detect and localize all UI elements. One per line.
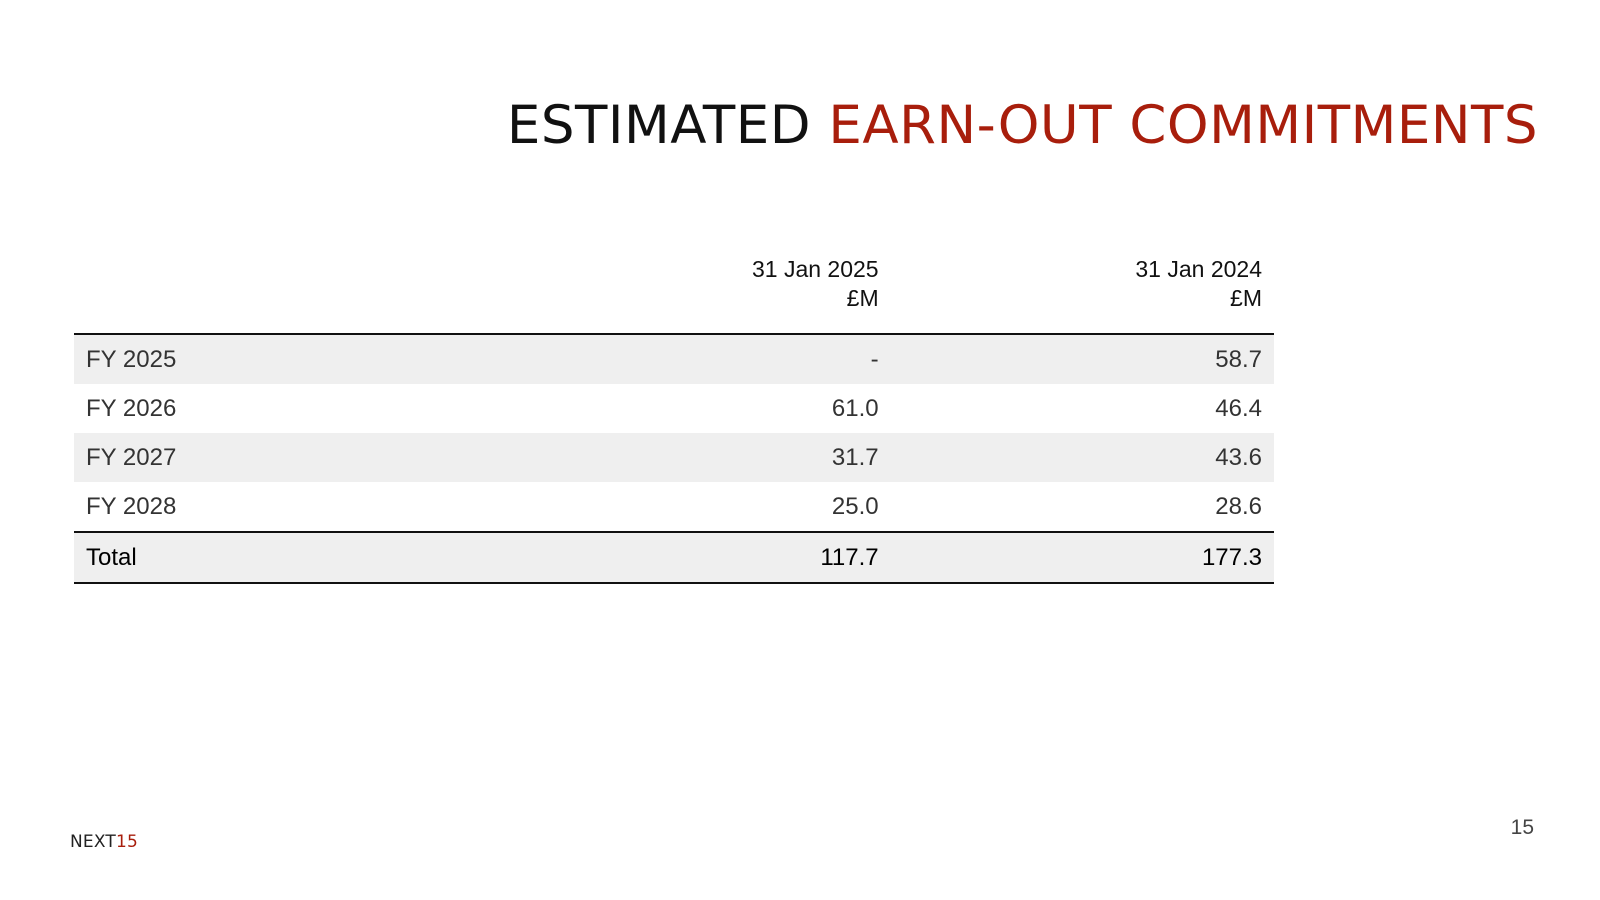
table-row: FY 2026 61.0 46.4 — [74, 384, 1274, 433]
table-row: FY 2028 25.0 28.6 — [74, 482, 1274, 532]
title-part-red: EARN-OUT COMMITMENTS — [828, 95, 1538, 156]
header-unit: £M — [846, 285, 879, 311]
header-date: 31 Jan 2025 — [751, 256, 879, 282]
page-title: ESTIMATED EARN-OUT COMMITMENTS — [507, 94, 1538, 158]
row-label: FY 2026 — [86, 394, 177, 422]
header-date: 31 Jan 2024 — [1135, 256, 1262, 282]
table-row: FY 2025 - 58.7 — [74, 334, 1274, 384]
earn-out-table: 31 Jan 2025 £M 31 Jan 2024 £M FY 2025 - … — [74, 247, 1274, 584]
total-value-2024: 177.3 — [890, 531, 1274, 584]
logo-number: 15 — [116, 832, 139, 852]
next15-logo: NEXT15 — [70, 832, 138, 852]
header-label-cell — [74, 247, 510, 335]
logo-text: NEXT — [70, 832, 116, 852]
row-label: FY 2028 — [86, 492, 177, 520]
value-2025: 25.0 — [831, 492, 879, 520]
page-number: 15 — [1510, 816, 1534, 839]
value-2024: 43.6 — [890, 433, 1274, 482]
total-value-2025: 117.7 — [509, 531, 891, 584]
total-row: Total 117.7 177.3 — [74, 531, 1274, 584]
value-2024: 28.6 — [1215, 492, 1262, 520]
table-header-row: 31 Jan 2025 £M 31 Jan 2024 £M — [74, 247, 1274, 335]
value-2025: 31.7 — [509, 433, 891, 482]
value-2024: 46.4 — [1215, 394, 1262, 422]
value-2024: 58.7 — [890, 334, 1274, 384]
total-label: Total — [74, 531, 510, 584]
row-label: FY 2025 — [74, 334, 510, 384]
header-column-2025: 31 Jan 2025 £M — [509, 247, 891, 335]
value-2025: - — [509, 334, 891, 384]
title-part-black: ESTIMATED — [506, 95, 812, 156]
value-2025: 61.0 — [831, 394, 879, 422]
row-label: FY 2027 — [74, 433, 510, 482]
header-column-2024: 31 Jan 2024 £M — [890, 247, 1274, 335]
table-row: FY 2027 31.7 43.6 — [74, 433, 1274, 482]
header-unit: £M — [1230, 285, 1262, 311]
